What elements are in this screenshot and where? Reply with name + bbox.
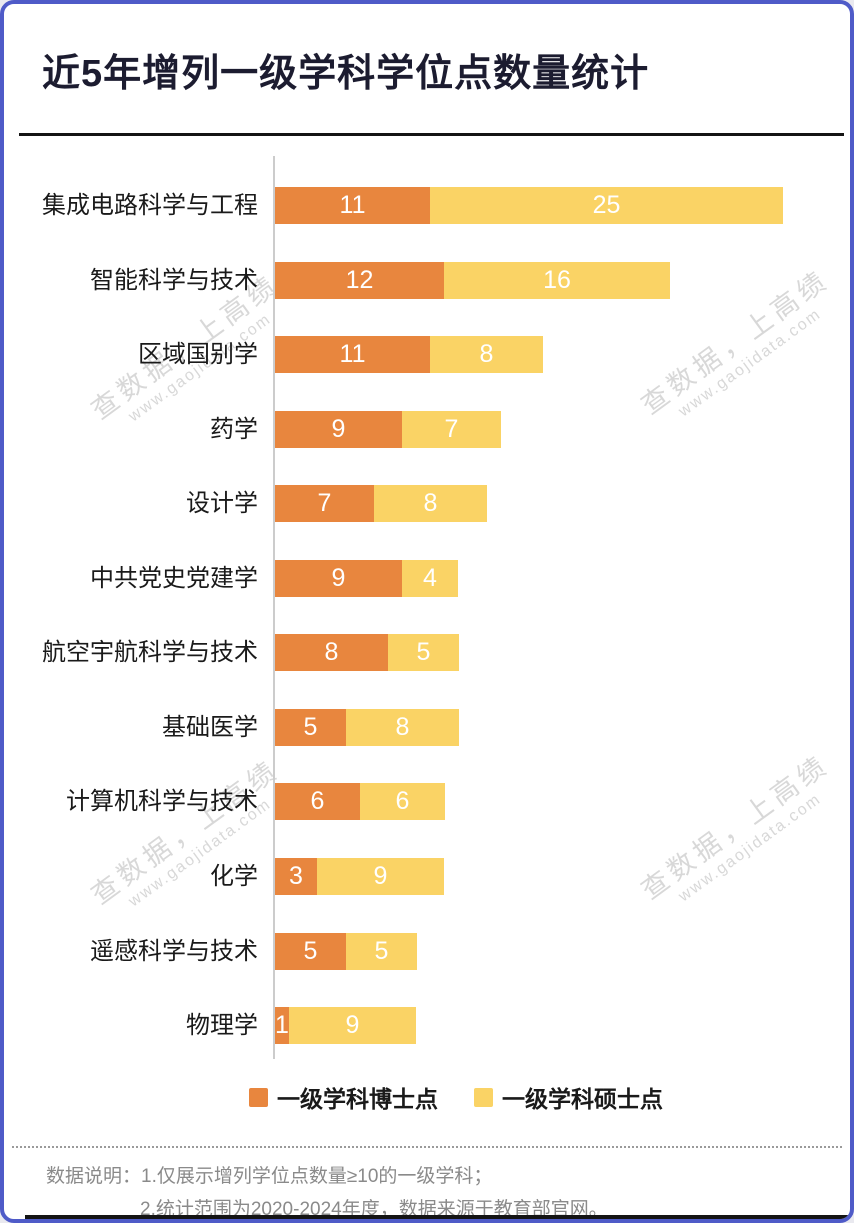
category-label: 药学 [210,416,258,443]
category-label: 设计学 [186,490,258,517]
bar-row: 设计学 7 8 [4,485,850,522]
master-segment: 16 [444,262,670,299]
doctor-segment: 11 [275,187,430,224]
doctor-segment: 3 [275,858,317,895]
stacked-bar: 11 25 [275,187,783,224]
category-label: 基础医学 [162,714,258,741]
page-title: 近5年增列一级学科学位点数量统计 [42,53,650,95]
category-label: 化学 [210,863,258,890]
category-label: 智能科学与技术 [90,267,258,294]
master-segment: 8 [346,709,459,746]
category-label: 物理学 [186,1012,258,1039]
legend-swatch [249,1087,268,1107]
category-label: 航空宇航科学与技术 [42,639,258,666]
bar-row: 基础医学 5 8 [4,709,850,746]
master-segment: 7 [402,411,501,448]
category-label: 计算机科学与技术 [66,788,258,815]
legend-label: 一级学科硕士点 [502,1086,663,1112]
doctor-segment: 9 [275,411,402,448]
doctor-segment: 12 [275,262,444,299]
bottom-divider [25,1215,849,1219]
category-label: 中共党史党建学 [90,565,258,592]
bar-row: 药学 9 7 [4,411,850,448]
doctor-segment: 7 [275,485,374,522]
doctor-segment: 1 [275,1007,289,1044]
bar-row: 航空宇航科学与技术 8 5 [4,634,850,671]
bar-row: 物理学 1 9 [4,1007,850,1044]
master-segment: 8 [430,336,543,373]
doctor-segment: 5 [275,709,346,746]
bar-row: 智能科学与技术 12 16 [4,262,850,299]
chart-axis-line [273,156,275,1059]
watermark: 查数据，上高绩 www.gaojidata.com [617,733,850,932]
doctor-segment: 8 [275,634,388,671]
bar-row: 区域国别学 11 8 [4,336,850,373]
footer-note-1: 1.仅展示增列学位点数量≥10的一级学科； [141,1166,493,1187]
bar-row: 计算机科学与技术 6 6 [4,783,850,820]
master-segment: 6 [360,783,445,820]
category-label: 区域国别学 [138,341,258,368]
footer-label: 数据说明： [46,1166,142,1187]
doctor-segment: 5 [275,933,346,970]
bar-row: 遥感科学与技术 5 5 [4,933,850,970]
stacked-bar: 12 16 [275,262,670,299]
master-segment: 9 [289,1007,416,1044]
legend-swatch [474,1087,493,1107]
legend-item: 一级学科硕士点 [474,1080,663,1114]
doctor-segment: 6 [275,783,360,820]
doctor-segment: 11 [275,336,430,373]
footer-note: 数据说明：1.仅展示增列学位点数量≥10的一级学科； 2.统计范围为2020-2… [12,1146,842,1220]
master-segment: 9 [317,858,444,895]
category-label: 遥感科学与技术 [90,938,258,965]
doctor-segment: 9 [275,560,402,597]
bar-row: 集成电路科学与工程 11 25 [4,187,850,224]
legend-label: 一级学科博士点 [277,1086,438,1112]
master-segment: 4 [402,560,458,597]
stacked-bar: 11 8 [275,336,543,373]
legend-item: 一级学科博士点 [249,1080,438,1114]
footer-note-2: 2.统计范围为2020-2024年度，数据来源于教育部官网。 [140,1199,608,1220]
master-segment: 8 [374,485,487,522]
chart-legend: 一级学科博士点 一级学科硕士点 [249,1084,663,1112]
bar-row: 中共党史党建学 9 4 [4,560,850,597]
master-segment: 25 [430,187,783,224]
master-segment: 5 [388,634,459,671]
title-divider [19,133,844,136]
bar-row: 化学 3 9 [4,858,850,895]
footer-line-1: 数据说明：1.仅展示增列学位点数量≥10的一级学科； [46,1160,842,1193]
master-segment: 5 [346,933,417,970]
category-label: 集成电路科学与工程 [42,192,258,219]
